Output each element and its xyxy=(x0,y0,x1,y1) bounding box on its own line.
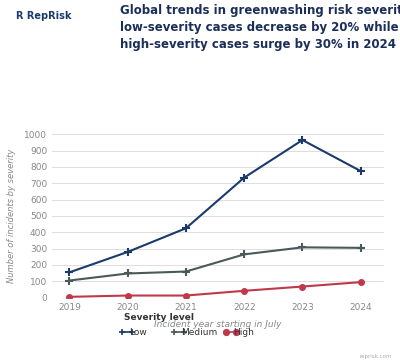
Text: R RepRisk: R RepRisk xyxy=(16,11,72,21)
Text: Severity level: Severity level xyxy=(124,313,194,322)
Text: Medium: Medium xyxy=(181,328,217,337)
Text: High: High xyxy=(233,328,254,337)
Text: reprisk.com: reprisk.com xyxy=(360,354,392,359)
X-axis label: Incident year starting in July: Incident year starting in July xyxy=(154,320,282,329)
Text: Global trends in greenwashing risk severity:
low-severity cases decrease by 20% : Global trends in greenwashing risk sever… xyxy=(120,4,400,50)
Y-axis label: Number of incidents by severity: Number of incidents by severity xyxy=(7,149,16,283)
Text: Low: Low xyxy=(129,328,146,337)
